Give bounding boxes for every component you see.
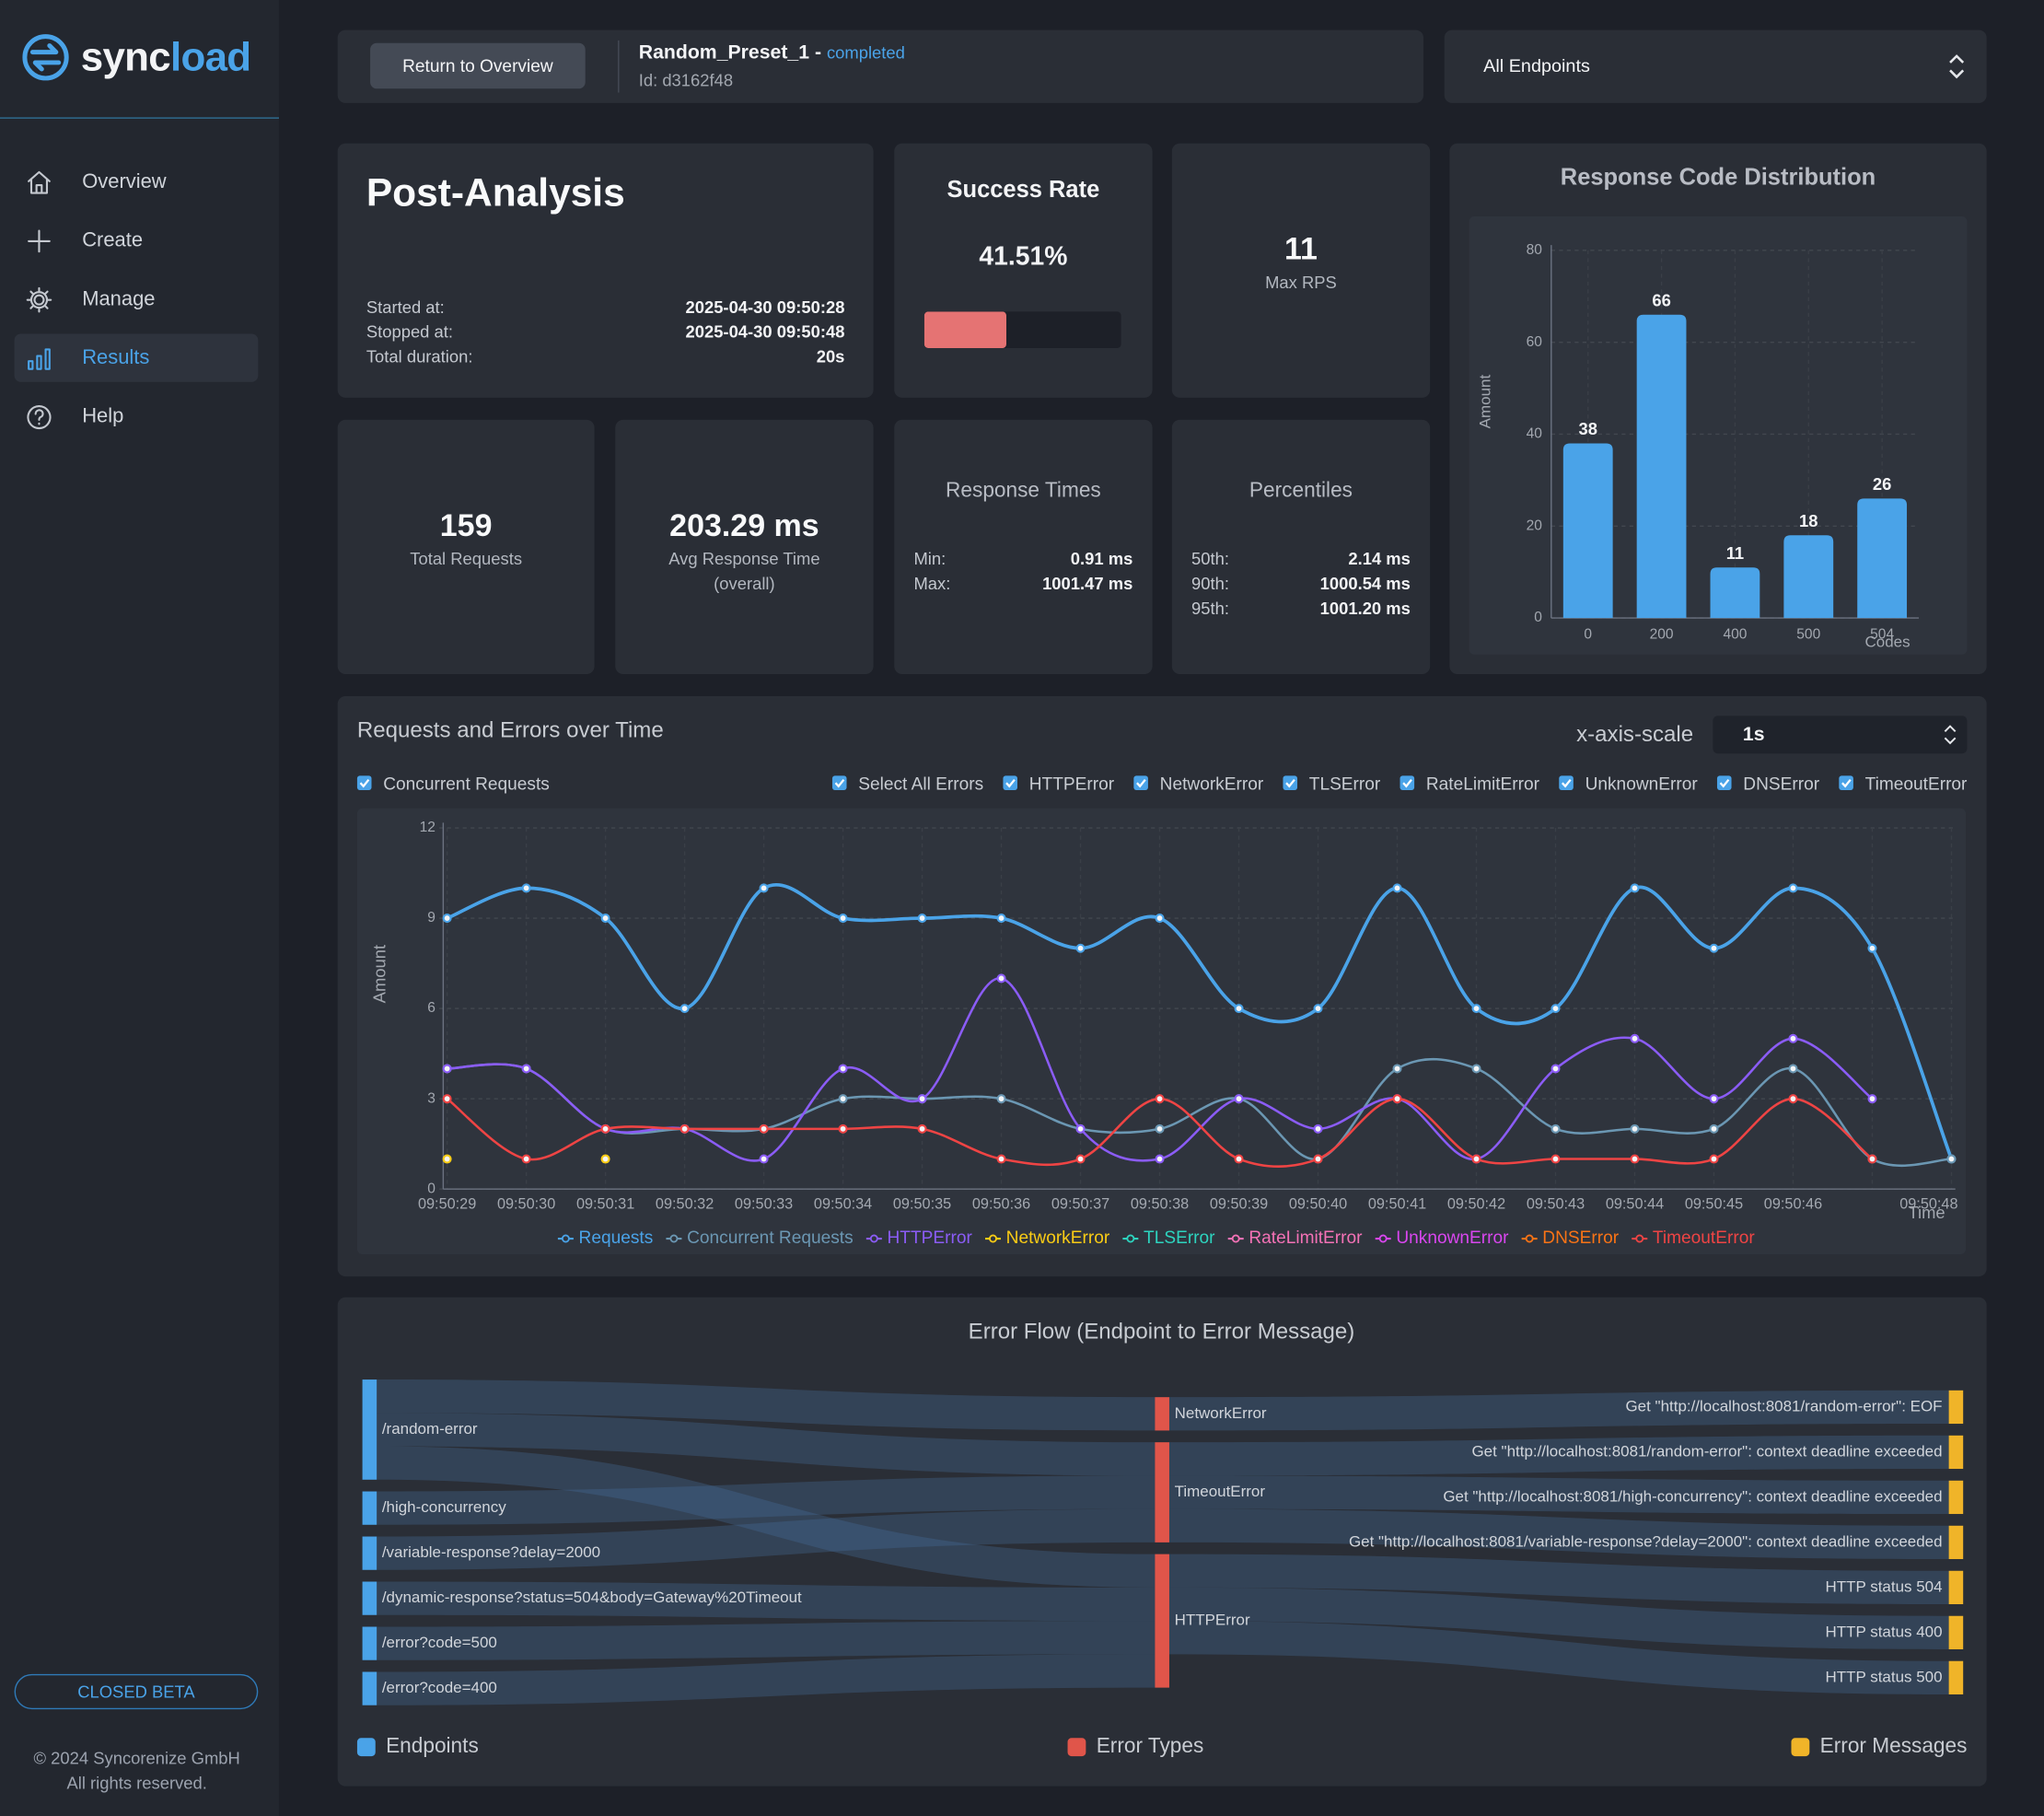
stat-row: 90th: 1000.54 ms <box>1191 571 1411 596</box>
nav-icon-path <box>28 347 51 370</box>
row-value: 2025-04-30 09:50:28 <box>685 297 845 318</box>
row-value: 1001.20 ms <box>1319 598 1411 619</box>
progress-track <box>923 311 1121 349</box>
nav: Overview Create Manage Results Help <box>14 157 259 451</box>
run-header: Return to Overview Random_Preset_1 - com… <box>337 29 1424 103</box>
brand-name: syncload <box>81 34 251 81</box>
stat-row: Min: 0.91 ms <box>913 546 1132 571</box>
error-flow-card <box>337 1297 1987 1787</box>
total-requests-card: 159 Total Requests <box>337 419 595 674</box>
nav-icon <box>27 404 52 429</box>
brand-suffix: load <box>170 33 251 80</box>
post-analysis-card: Post-Analysis Started at: 2025-04-30 09:5… <box>337 143 874 398</box>
stat-row: Stopped at: 2025-04-30 09:50:48 <box>366 320 845 344</box>
row-label: Started at: <box>366 297 445 318</box>
card-title: Response Times <box>946 480 1101 503</box>
copyright: © 2024 Syncorenize GmbH <box>33 1748 240 1768</box>
card-title: Success Rate <box>947 176 1100 203</box>
stat-row: 95th: 1001.20 ms <box>1191 596 1411 621</box>
time-series-card <box>337 696 1987 1277</box>
nav-item[interactable]: Manage <box>15 275 259 323</box>
sidebar: syncload Overview Create Manage Results Help… <box>0 0 279 1816</box>
progress-fill <box>923 311 1006 349</box>
row-label: Max: <box>913 573 951 594</box>
stat-row: 50th: 2.14 ms <box>1191 546 1411 571</box>
stat-label: Total Requests <box>410 549 523 569</box>
divider <box>0 117 279 119</box>
nav-item[interactable]: Help <box>15 392 259 440</box>
logo-ring <box>22 34 69 81</box>
row-value: 1001.47 ms <box>1042 573 1133 594</box>
percentile-rows: 50th: 2.14 ms 90th: 1000.54 ms 95th: 1001.20 … <box>1191 546 1411 621</box>
preset-name: Random_Preset_1 - completed <box>639 41 905 64</box>
status: completed <box>826 42 905 63</box>
row-label: Total duration: <box>366 346 473 367</box>
beta-badge: CLOSED BETA <box>14 1673 259 1710</box>
percentiles-card: Percentiles 50th: 2.14 ms 90th: 1000.54 ms 9… <box>1171 419 1431 674</box>
success-rate-card: Success Rate 41.51% <box>894 143 1153 398</box>
row-label: 50th: <box>1191 549 1229 569</box>
max-rps-card: 11 Max RPS <box>1171 143 1431 398</box>
logo-arrows <box>29 43 62 72</box>
card-title: Post-Analysis <box>366 171 625 215</box>
nav-item[interactable]: Results <box>14 333 259 382</box>
nav-icon-path <box>26 286 52 312</box>
nav-item[interactable]: Create <box>15 216 259 264</box>
select-value: All Endpoints <box>1483 54 1590 76</box>
response-rows: Min: 0.91 ms Max: 1001.47 ms <box>913 546 1132 596</box>
return-button[interactable]: Return to Overview <box>370 42 586 89</box>
stat-row: Max: 1001.47 ms <box>913 571 1132 596</box>
nav-label: Manage <box>82 287 156 310</box>
stat-label: Avg Response Time (overall) <box>668 549 820 594</box>
row-value: 1000.54 ms <box>1319 573 1411 594</box>
endpoint-select[interactable]: All Endpoints <box>1444 29 1987 103</box>
rights: All rights reserved. <box>66 1773 207 1793</box>
row-label: 90th: <box>1191 573 1229 594</box>
nav-icon <box>28 228 51 252</box>
divider <box>618 40 620 93</box>
row-value: 20s <box>816 346 845 367</box>
card-title: Percentiles <box>1248 480 1353 503</box>
row-value: 2.14 ms <box>1348 549 1411 569</box>
stat-value: 11 <box>1284 232 1318 268</box>
nav-icon <box>26 286 52 312</box>
response-code-card <box>1449 143 1987 674</box>
response-times-card: Response Times Min: 0.91 ms Max: 1001.47 ms <box>894 419 1153 674</box>
logo-icon <box>22 34 69 81</box>
run-id: Id: d3162f48 <box>638 70 734 90</box>
nav-label: Results <box>82 345 150 368</box>
brand-prefix: sync <box>80 33 171 80</box>
stat-row: Started at: 2025-04-30 09:50:28 <box>366 295 845 320</box>
nav-icon-path <box>28 228 51 252</box>
brand: syncload <box>21 31 251 84</box>
stat-label: Max RPS <box>1265 272 1337 293</box>
nav-label: Create <box>82 228 144 251</box>
row-value: 0.91 ms <box>1070 549 1133 569</box>
stat-row: Total duration: 20s <box>366 344 845 369</box>
select-chevron <box>1949 54 1965 79</box>
row-label: 95th: <box>1191 598 1229 619</box>
preset: Random_Preset_1 - <box>638 41 822 64</box>
avg-response-card: 203.29 ms Avg Response Time (overall) <box>615 419 874 674</box>
row-label: Min: <box>913 549 947 569</box>
chevron-path <box>1949 54 1965 79</box>
summary-rows: Started at: 2025-04-30 09:50:28 Stopped at… <box>366 295 845 369</box>
row-label: Stopped at: <box>366 321 453 342</box>
row-value: 2025-04-30 09:50:48 <box>685 321 845 342</box>
nav-icon-path <box>28 170 51 193</box>
success-rate-value: 41.51% <box>979 242 1068 272</box>
nav-label: Overview <box>82 169 167 192</box>
nav-item[interactable]: Overview <box>15 157 259 205</box>
nav-icon <box>28 347 51 370</box>
nav-icon-path <box>27 404 52 429</box>
stat-value: 203.29 ms <box>669 508 819 544</box>
nav-label: Help <box>82 404 124 427</box>
stat-value: 159 <box>439 508 493 544</box>
nav-icon <box>28 170 51 193</box>
